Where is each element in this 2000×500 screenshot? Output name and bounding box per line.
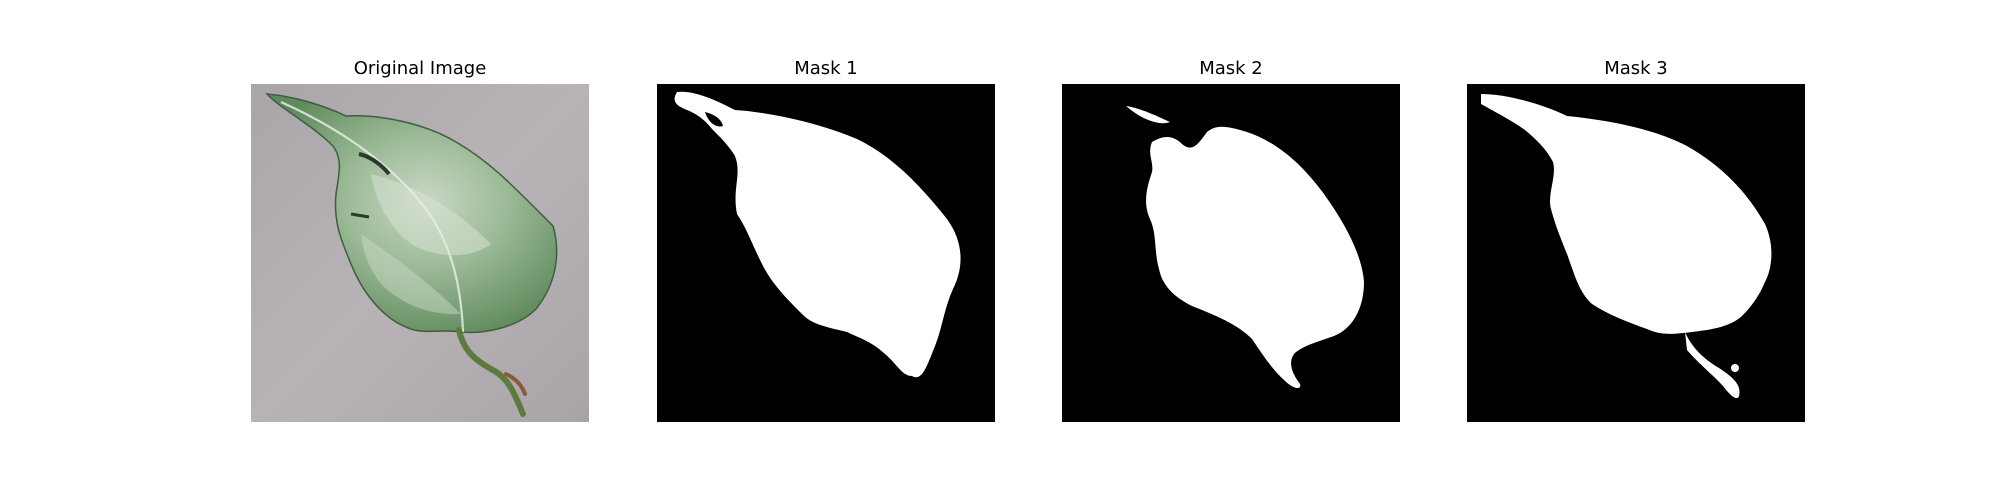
mask-3-image: [1467, 84, 1805, 422]
panel-title-mask-2: Mask 2: [1199, 58, 1263, 79]
panel-title-mask-3: Mask 3: [1604, 58, 1668, 79]
panel-mask-3: Mask 3: [1467, 0, 1805, 500]
mask-1-image: [657, 84, 995, 422]
panel-mask-1: Mask 1: [657, 0, 995, 500]
panel-title-original: Original Image: [353, 58, 487, 79]
mask-shape: [1481, 94, 1772, 334]
panel-mask-2: Mask 2: [1062, 0, 1400, 500]
mask-shape: [1146, 126, 1364, 389]
original-image: [251, 84, 589, 422]
mask-2-image: [1062, 84, 1400, 422]
mask-shape: [674, 91, 961, 378]
panel-title-mask-1: Mask 1: [794, 58, 858, 79]
stem-icon: [456, 327, 526, 417]
panel-original-image: Original Image: [251, 0, 589, 500]
